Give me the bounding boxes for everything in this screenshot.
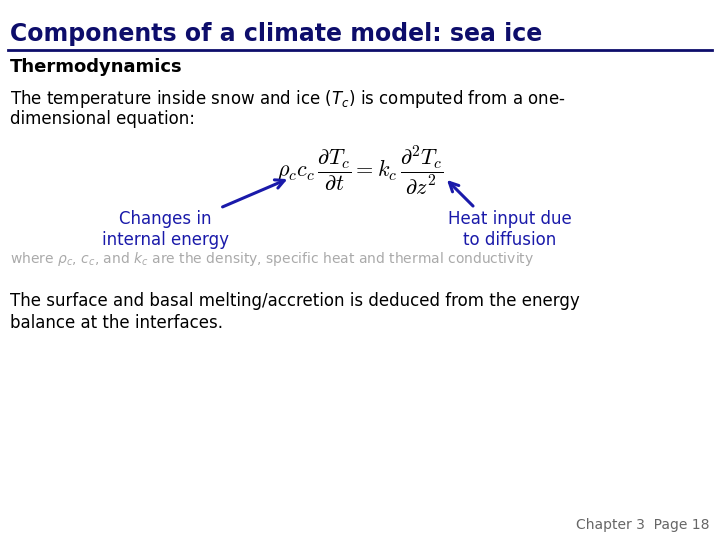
Text: Components of a climate model: sea ice: Components of a climate model: sea ice xyxy=(10,22,542,46)
Text: dimensional equation:: dimensional equation: xyxy=(10,110,195,128)
Text: where $\rho_c$, $c_c$, and $k_c$ are the density, specific heat and thermal cond: where $\rho_c$, $c_c$, and $k_c$ are the… xyxy=(10,250,534,268)
Text: The temperature inside snow and ice ($\mathit{T_c}$) is computed from a one-: The temperature inside snow and ice ($\m… xyxy=(10,88,566,110)
Text: balance at the interfaces.: balance at the interfaces. xyxy=(10,314,223,332)
Text: The surface and basal melting/accretion is deduced from the energy: The surface and basal melting/accretion … xyxy=(10,292,580,310)
Text: $\rho_c c_c \, \dfrac{\partial T_c}{\partial t} =k_c \, \dfrac{\partial^2 T_c}{\: $\rho_c c_c \, \dfrac{\partial T_c}{\par… xyxy=(276,143,444,197)
Text: Heat input due
to diffusion: Heat input due to diffusion xyxy=(448,210,572,249)
Text: Changes in
internal energy: Changes in internal energy xyxy=(102,210,228,249)
Text: Chapter 3  Page 18: Chapter 3 Page 18 xyxy=(577,518,710,532)
Text: Thermodynamics: Thermodynamics xyxy=(10,58,183,76)
